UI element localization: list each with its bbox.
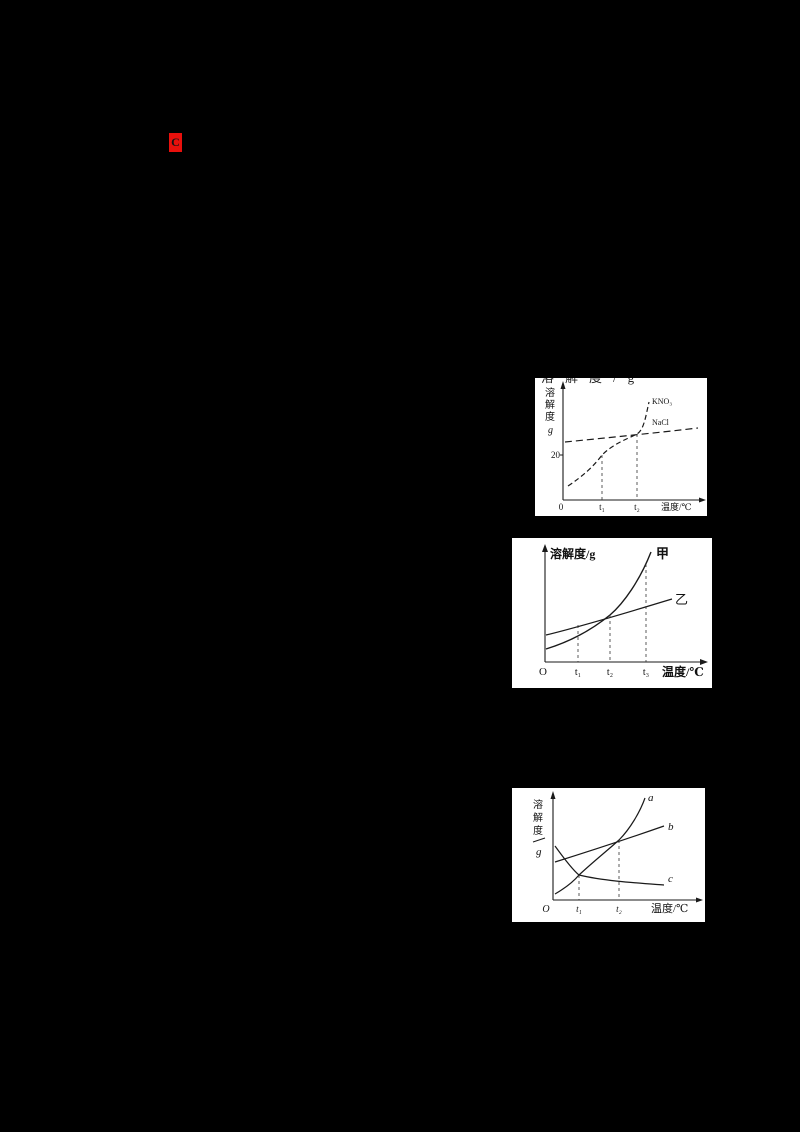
c-curve	[554, 845, 665, 886]
solubility-chart-3: 溶 解 度 g O t₁ t₂ 温度/℃ a b c	[532, 791, 703, 915]
y-tick-label-20: 20	[551, 450, 561, 460]
x-tick-label-t1: t₁	[575, 667, 581, 678]
x-axis-arrow-icon	[696, 897, 703, 903]
x-axis-arrow-icon	[700, 659, 708, 665]
kno3-curve	[567, 401, 650, 487]
y-axis-arrow-icon	[550, 791, 556, 799]
c-curve-label: c	[668, 873, 673, 885]
yi-curve-label: 乙	[675, 592, 688, 607]
origin-label: 0	[559, 502, 564, 512]
origin-label: O	[539, 666, 547, 678]
nacl-curve	[564, 427, 699, 443]
b-curve-label: b	[668, 821, 674, 833]
a-curve-label: a	[648, 792, 654, 804]
y-axis-label-char: 度	[545, 410, 555, 423]
jia-curve	[545, 551, 652, 650]
y-axis-label-char: 溶	[545, 386, 555, 399]
kno3-curve-label: KNO₃	[652, 397, 672, 406]
jia-curve-label: 甲	[656, 546, 669, 561]
y-axis-label-char: 解	[545, 398, 555, 411]
b-curve	[554, 825, 665, 863]
y-axis-unit: g	[536, 846, 542, 858]
nacl-curve-label: NaCl	[652, 418, 670, 427]
y-axis-arrow-icon	[560, 381, 566, 389]
x-tick-label-t2: t₂	[607, 667, 613, 678]
x-axis-label: 温度/℃	[661, 501, 692, 512]
y-axis-label-char: 度	[533, 824, 543, 837]
x-tick-label-t1: t₁	[576, 904, 582, 914]
red-highlight-marker: C	[169, 133, 182, 152]
y-axis-arrow-icon	[542, 544, 548, 552]
fraction-slash	[532, 837, 546, 843]
x-axis-label: 温度/℃	[662, 664, 704, 679]
solubility-chart-1: 溶 解 度 g 20 0 t₁ t₂ 温度/℃ KNO₃ NaCl	[545, 381, 706, 512]
x-tick-label-t2: t₂	[634, 502, 640, 512]
origin-label: O	[542, 904, 549, 915]
yi-curve	[545, 598, 673, 636]
clipped-text-fragment: 溶解度/g	[541, 378, 691, 386]
x-tick-label-t3: t₃	[643, 667, 649, 678]
figure-solubility-kno3-nacl: 溶解度/g 溶 解 度 g 20 0 t₁ t₂ 温度/℃ KNO₃ NaCl	[535, 378, 707, 516]
y-axis-label: 溶解度/g	[550, 546, 595, 561]
y-axis-label-char: 溶	[533, 798, 543, 811]
a-curve	[554, 797, 646, 895]
y-axis-label-char: 解	[533, 811, 543, 824]
x-axis-label: 温度/℃	[651, 901, 688, 915]
x-tick-label-t2: t₂	[616, 904, 622, 914]
figure-solubility-jia-yi: 溶解度/g O t₁ t₂ t₃ 温度/℃ 甲 乙	[512, 538, 712, 688]
x-tick-label-t1: t₁	[599, 502, 605, 512]
solubility-chart-2: 溶解度/g O t₁ t₂ t₃ 温度/℃ 甲 乙	[539, 544, 708, 679]
figure-solubility-abc: 溶 解 度 g O t₁ t₂ 温度/℃ a b c	[512, 788, 705, 922]
x-axis-arrow-icon	[699, 497, 706, 503]
y-axis-unit: g	[548, 425, 553, 436]
